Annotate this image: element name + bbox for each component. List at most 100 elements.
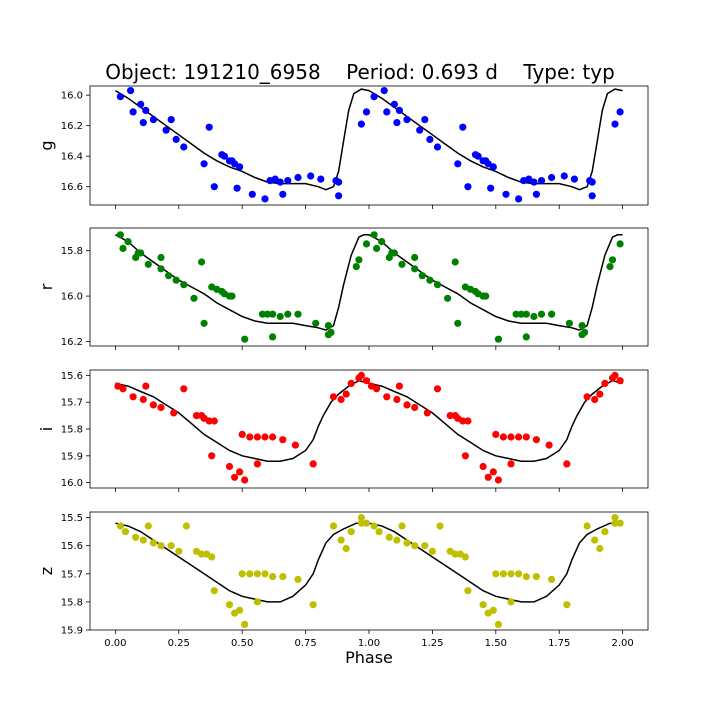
- model-curve-r: [115, 234, 623, 331]
- data-point-z: [246, 570, 254, 578]
- data-point-g: [383, 108, 391, 116]
- data-point-z: [522, 573, 530, 581]
- data-point-z: [208, 553, 216, 561]
- data-point-r: [165, 272, 173, 280]
- data-point-z: [294, 575, 302, 584]
- data-point-r: [124, 238, 132, 246]
- data-point-g: [276, 178, 284, 186]
- data-layer-i: [114, 371, 624, 484]
- data-point-z: [342, 544, 350, 553]
- data-point-i: [119, 385, 127, 393]
- data-point-z: [253, 598, 261, 606]
- data-point-r: [578, 322, 586, 330]
- data-point-i: [139, 395, 147, 404]
- data-point-r: [444, 294, 452, 302]
- data-point-i: [563, 460, 571, 468]
- data-point-i: [362, 377, 371, 385]
- data-point-g: [162, 126, 170, 134]
- data-point-r: [324, 322, 332, 330]
- data-point-z: [139, 536, 147, 544]
- data-point-r: [411, 265, 419, 273]
- data-point-z: [362, 519, 371, 527]
- data-point-r: [200, 319, 208, 327]
- xtick-label: 0.25: [168, 638, 190, 649]
- data-point-g: [167, 116, 175, 124]
- data-point-g: [532, 190, 541, 198]
- ytick-label-i: 15.7: [61, 398, 83, 409]
- data-point-i: [395, 382, 403, 390]
- data-point-r: [616, 240, 624, 248]
- data-point-i: [611, 371, 619, 379]
- xtick-label: 1.25: [421, 638, 443, 649]
- chart-title: Object: 191210_6958 Period: 0.693 d Type…: [0, 60, 720, 84]
- data-point-r: [312, 319, 320, 327]
- data-point-g: [127, 87, 135, 95]
- data-point-z: [329, 522, 338, 530]
- ytick-label-r: 16.2: [61, 337, 83, 348]
- data-point-i: [236, 468, 244, 476]
- data-point-g: [588, 178, 596, 186]
- data-point-g: [421, 116, 429, 124]
- data-point-g: [180, 143, 188, 151]
- data-point-r: [190, 294, 198, 302]
- data-point-z: [198, 550, 206, 558]
- data-point-i: [279, 436, 287, 444]
- data-point-r: [418, 272, 426, 280]
- data-point-r: [390, 249, 398, 257]
- data-point-z: [393, 536, 401, 544]
- data-point-z: [144, 522, 152, 530]
- xtick-label: 1.75: [548, 638, 570, 649]
- data-point-r: [137, 249, 145, 257]
- data-point-z: [464, 587, 472, 595]
- data-point-z: [357, 519, 365, 527]
- ytick-label-r: 16.0: [61, 292, 83, 303]
- panel-z: 15.5 15.6 15.7 15.8 15.9 0.00 0.25 0.50 0.75 1.00…: [37, 511, 649, 649]
- data-point-g: [487, 184, 495, 192]
- data-point-g: [403, 116, 411, 124]
- data-point-r: [228, 292, 236, 300]
- data-point-g: [616, 108, 624, 116]
- data-point-i: [269, 433, 277, 441]
- data-point-i: [403, 401, 411, 409]
- data-point-z: [225, 601, 234, 609]
- data-point-r: [522, 333, 530, 341]
- data-point-i: [225, 462, 234, 471]
- data-point-i: [208, 452, 216, 460]
- data-point-z: [596, 544, 604, 553]
- data-point-r: [276, 312, 284, 321]
- data-point-g: [248, 190, 256, 198]
- data-point-i: [347, 379, 355, 387]
- data-point-r: [263, 310, 272, 318]
- data-point-z: [337, 536, 345, 544]
- data-point-g: [362, 108, 371, 116]
- data-point-z: [167, 542, 175, 550]
- data-point-g: [200, 160, 208, 168]
- data-point-z: [507, 598, 515, 606]
- data-point-z: [436, 522, 444, 530]
- xtick-label: 2.00: [612, 638, 634, 649]
- data-point-z: [132, 533, 140, 541]
- data-point-g: [307, 172, 315, 180]
- data-point-z: [241, 620, 249, 629]
- xtick-label: 0.75: [294, 638, 316, 649]
- data-point-g: [502, 190, 510, 198]
- data-point-r: [378, 238, 386, 246]
- data-point-r: [411, 253, 419, 262]
- data-point-z: [385, 533, 393, 541]
- data-point-i: [492, 430, 500, 438]
- data-point-i: [423, 409, 431, 417]
- data-point-i: [210, 417, 218, 425]
- xtick-label: 0.00: [104, 638, 126, 649]
- data-point-i: [499, 433, 507, 441]
- xtick-label: 1.50: [485, 638, 507, 649]
- data-point-z: [398, 522, 406, 530]
- data-point-r: [157, 253, 165, 262]
- data-point-r: [269, 333, 277, 341]
- data-point-i: [583, 393, 591, 401]
- data-point-i: [309, 460, 317, 468]
- data-point-r: [530, 312, 538, 321]
- data-point-z: [116, 522, 124, 530]
- ytick-label-r: 15.8: [61, 246, 83, 257]
- data-point-z: [563, 601, 571, 609]
- data-point-z: [532, 573, 541, 581]
